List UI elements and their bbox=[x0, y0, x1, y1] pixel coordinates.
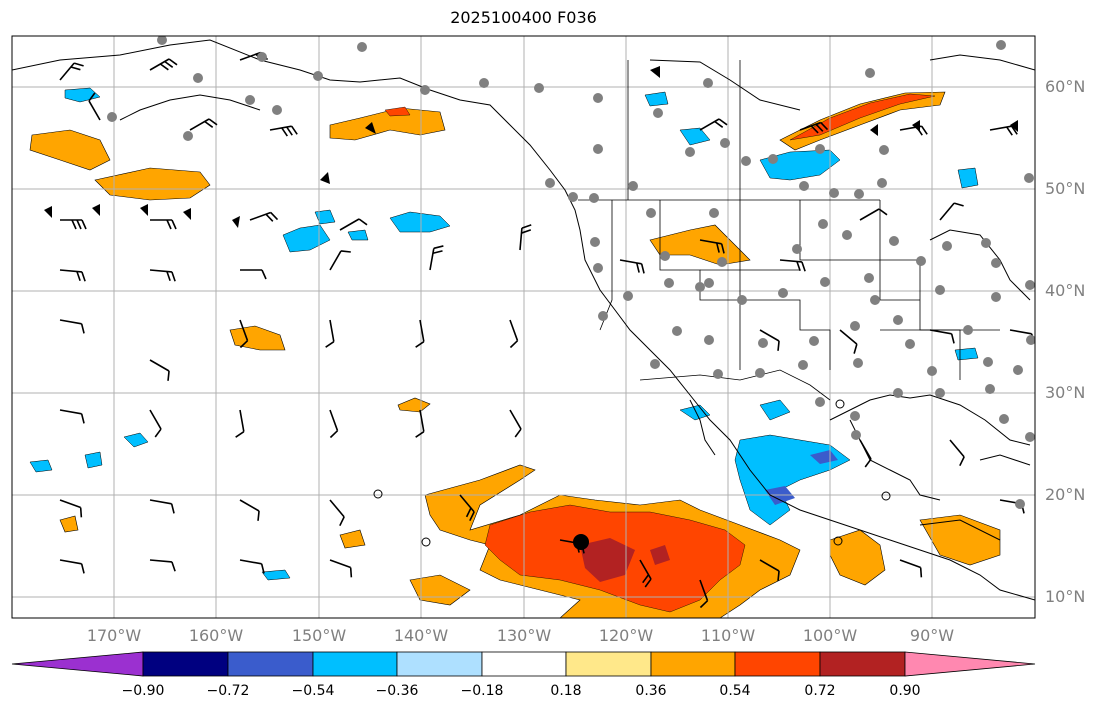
colorbar-segment-lower-extend bbox=[11, 651, 144, 677]
lon-label-150w: 150°W bbox=[291, 626, 347, 645]
lat-label-30n: 30°N bbox=[1045, 383, 1086, 402]
colorbar-tick-label: −0.54 bbox=[291, 683, 335, 699]
colorbar-segment bbox=[312, 651, 398, 677]
lat-label-20n: 20°N bbox=[1045, 485, 1086, 504]
colorbar-segment bbox=[481, 651, 567, 677]
colorbar-tick-label: 0.36 bbox=[635, 683, 667, 699]
lon-label-120w: 120°W bbox=[598, 626, 654, 645]
colorbar-tick-label: −0.72 bbox=[206, 683, 250, 699]
lon-label-170w: 170°W bbox=[86, 626, 142, 645]
lat-label-60n: 60°N bbox=[1045, 77, 1086, 96]
darkred-fill-region bbox=[580, 538, 670, 582]
colorbar-tick-label: −0.36 bbox=[375, 683, 419, 699]
colorbar-segment-upper-extend bbox=[904, 651, 1036, 677]
station-markers bbox=[107, 36, 1035, 509]
colorbar-segment bbox=[650, 651, 736, 677]
colorbar-tick-label: −0.90 bbox=[121, 683, 165, 699]
lat-label-10n: 10°N bbox=[1045, 587, 1086, 606]
colorbar-segment bbox=[227, 651, 314, 677]
colorbar-tick-label: 0.54 bbox=[719, 683, 751, 699]
lon-label-140w: 140°W bbox=[393, 626, 449, 645]
colorbar-tick-label: 0.18 bbox=[550, 683, 582, 699]
colorbar-tick-label: 0.72 bbox=[804, 683, 836, 699]
wind-flags bbox=[44, 66, 1018, 228]
colorbar-segment bbox=[734, 651, 821, 677]
map-frame bbox=[11, 35, 1036, 619]
chart-title: 2025100400 F036 bbox=[450, 8, 597, 27]
colorbar-segment bbox=[565, 651, 652, 677]
colorbar bbox=[11, 651, 1036, 677]
colorbar-tick-label: 0.90 bbox=[889, 683, 921, 699]
lon-label-160w: 160°W bbox=[188, 626, 244, 645]
colorbar-segment bbox=[396, 651, 483, 677]
colorbar-segment bbox=[142, 651, 229, 677]
lat-label-50n: 50°N bbox=[1045, 179, 1086, 198]
lon-label-90w: 90°W bbox=[909, 626, 955, 645]
storm-center-marker bbox=[573, 534, 589, 550]
lon-label-100w: 100°W bbox=[802, 626, 858, 645]
colorbar-tick-label: −0.18 bbox=[460, 683, 504, 699]
coastlines bbox=[12, 39, 1035, 601]
lon-label-110w: 110°W bbox=[700, 626, 756, 645]
graticule bbox=[12, 36, 1035, 618]
lon-label-130w: 130°W bbox=[496, 626, 552, 645]
colorbar-segment bbox=[819, 651, 906, 677]
wind-barbs bbox=[59, 51, 1035, 609]
lat-label-40n: 40°N bbox=[1045, 281, 1086, 300]
